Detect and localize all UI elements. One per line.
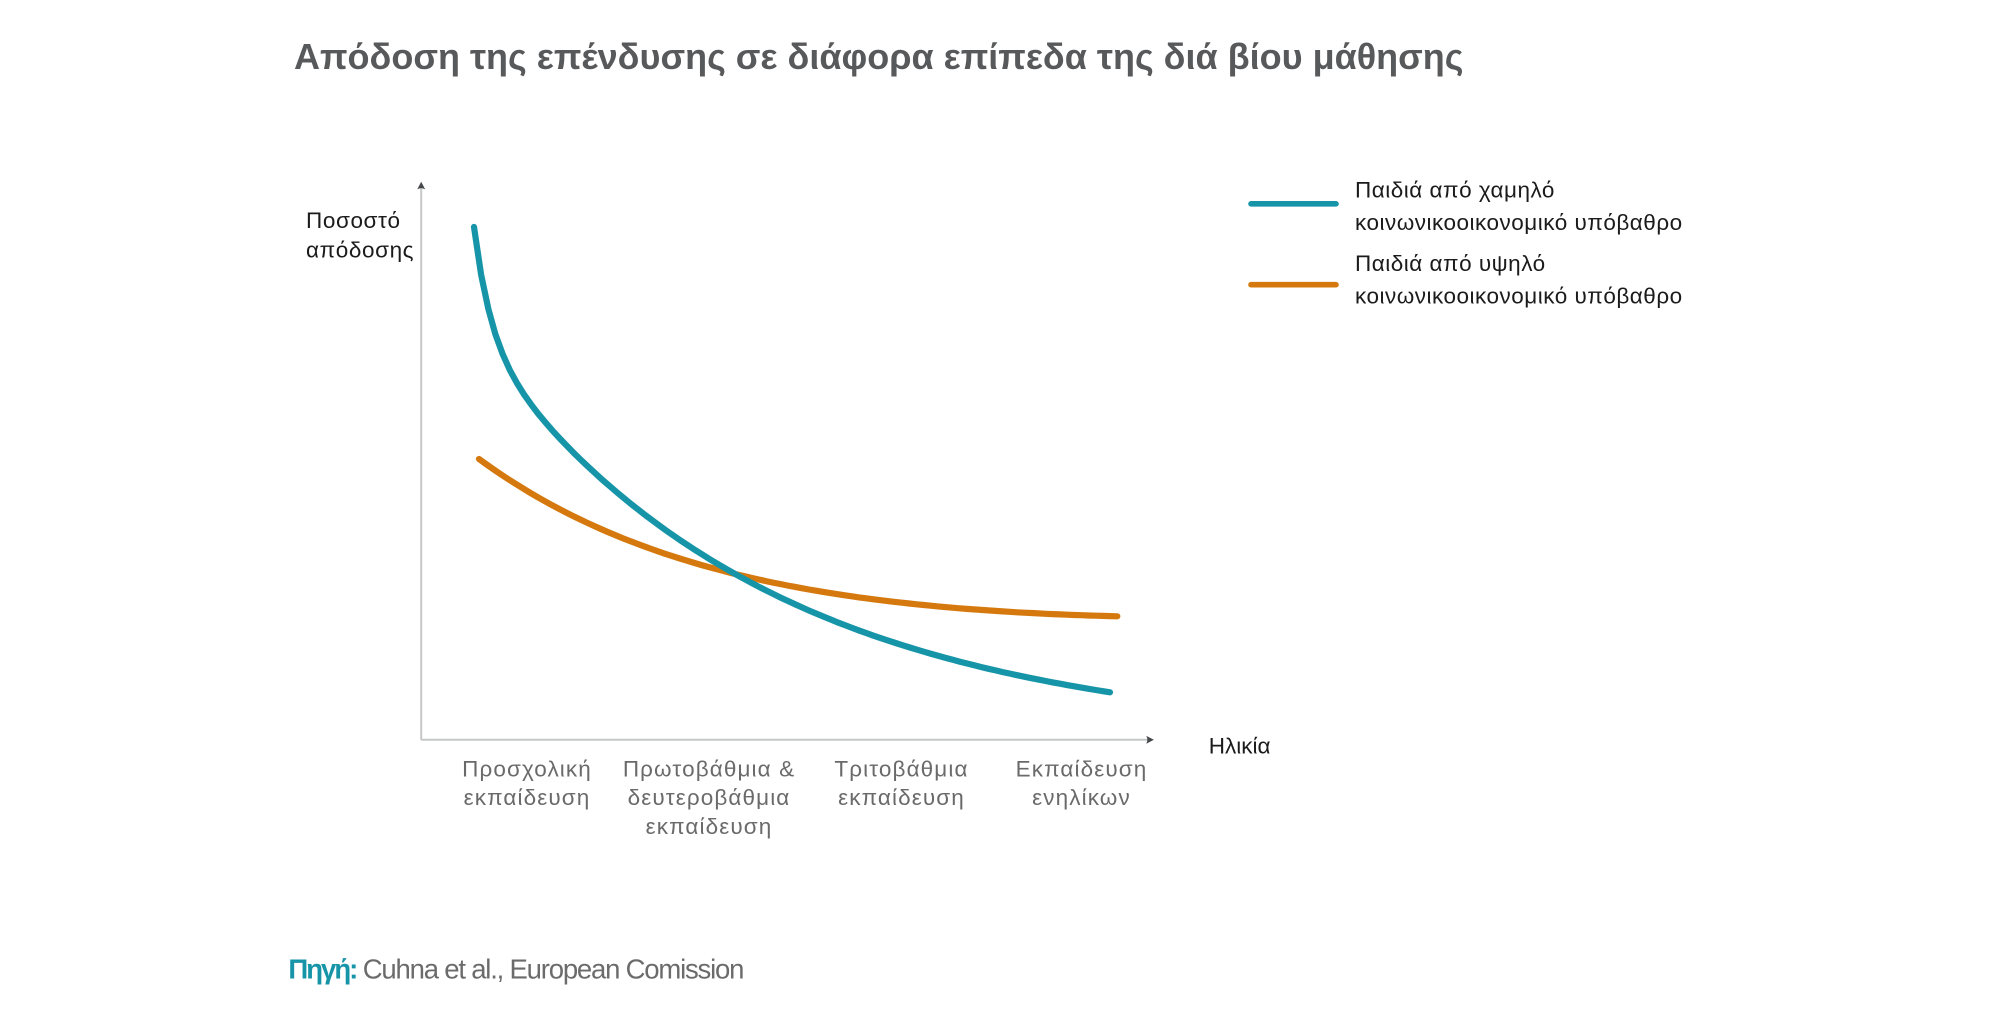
svg-text:εκπαίδευση: εκπαίδευση <box>464 785 591 810</box>
svg-text:ενηλίκων: ενηλίκων <box>1032 785 1131 810</box>
svg-text:κοινωνικοοικονομικό υπόβαθρο: κοινωνικοοικονομικό υπόβαθρο <box>1355 210 1683 235</box>
svg-text:Εκπαίδευση: Εκπαίδευση <box>1016 756 1148 781</box>
svg-text:Πηγή: Cuhna et al., European C: Πηγή: Cuhna et al., European Comission <box>288 954 743 985</box>
svg-text:Παιδιά από χαμηλό: Παιδιά από χαμηλό <box>1355 178 1555 203</box>
svg-text:Παιδιά από υψηλό: Παιδιά από υψηλό <box>1355 251 1546 276</box>
svg-text:Ηλικία: Ηλικία <box>1209 733 1271 758</box>
svg-text:δευτεροβάθμια: δευτεροβάθμια <box>628 785 791 810</box>
svg-text:απόδοσης: απόδοσης <box>306 238 414 263</box>
svg-text:εκπαίδευση: εκπαίδευση <box>646 814 773 839</box>
svg-text:Ποσοστό: Ποσοστό <box>306 208 401 233</box>
svg-text:Τριτοβάθμια: Τριτοβάθμια <box>834 756 968 781</box>
svg-text:Πρωτοβάθμια &: Πρωτοβάθμια & <box>623 756 795 781</box>
svg-text:κοινωνικοοικονομικό υπόβαθρο: κοινωνικοοικονομικό υπόβαθρο <box>1355 284 1683 309</box>
svg-text:εκπαίδευση: εκπαίδευση <box>838 785 965 810</box>
svg-text:Προσχολική: Προσχολική <box>462 756 592 781</box>
svg-text:Απόδοση της επένδυσης σε διάφο: Απόδοση της επένδυσης σε διάφορα επίπεδα… <box>294 36 1464 77</box>
